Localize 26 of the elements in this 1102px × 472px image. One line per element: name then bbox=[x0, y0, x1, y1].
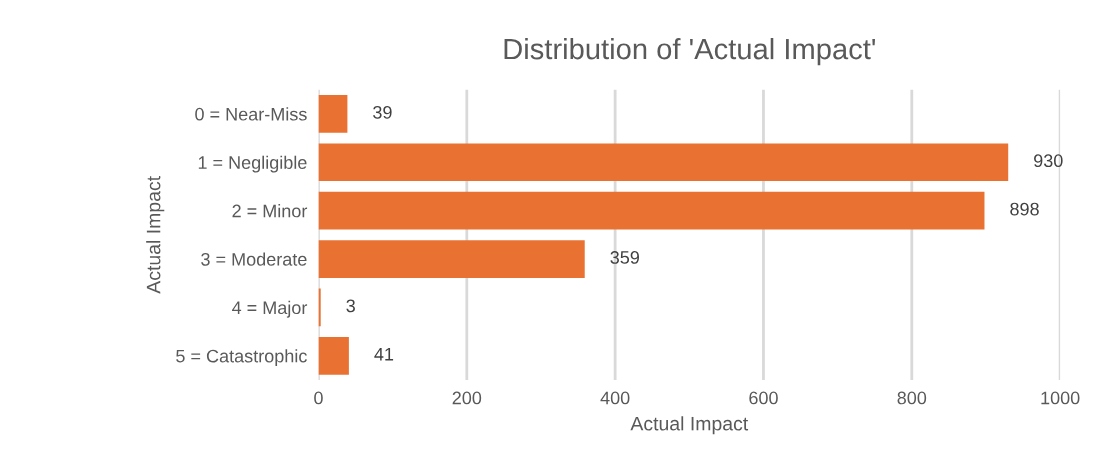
x-tick-label: 400 bbox=[600, 391, 630, 405]
y-tick-label: 5 = Catastrophic bbox=[176, 349, 307, 367]
y-tick-label: 0 = Near-Miss bbox=[195, 107, 307, 121]
y-tick-label: 1 = Negligible bbox=[198, 155, 307, 173]
x-tick-label: 1000 bbox=[1041, 391, 1080, 405]
bar bbox=[318, 240, 585, 278]
data-label: 359 bbox=[610, 251, 639, 264]
x-tick-label: 600 bbox=[749, 391, 778, 405]
data-label: 898 bbox=[1010, 202, 1039, 216]
data-label: 41 bbox=[374, 348, 394, 361]
chart-title: Distribution of 'Actual Impact' bbox=[504, 37, 875, 66]
x-tick-label: 800 bbox=[897, 391, 927, 405]
bar bbox=[318, 191, 985, 230]
x-tick-label: 0 bbox=[314, 391, 323, 405]
bar bbox=[318, 95, 348, 133]
data-label: 3 bbox=[346, 299, 355, 313]
y-tick-label: 2 = Minor bbox=[232, 204, 308, 218]
x-axis-title: Actual Impact bbox=[630, 416, 749, 435]
bar bbox=[318, 336, 349, 375]
data-label: 930 bbox=[1034, 154, 1063, 168]
y-tick-label: 3 = Moderate bbox=[201, 252, 307, 266]
bar bbox=[318, 143, 1009, 182]
y-axis-title: Actual Impact bbox=[146, 176, 165, 294]
y-tick-label: 4 = Major bbox=[232, 300, 308, 318]
data-label: 39 bbox=[373, 105, 392, 119]
x-tick-label: 200 bbox=[452, 391, 482, 405]
